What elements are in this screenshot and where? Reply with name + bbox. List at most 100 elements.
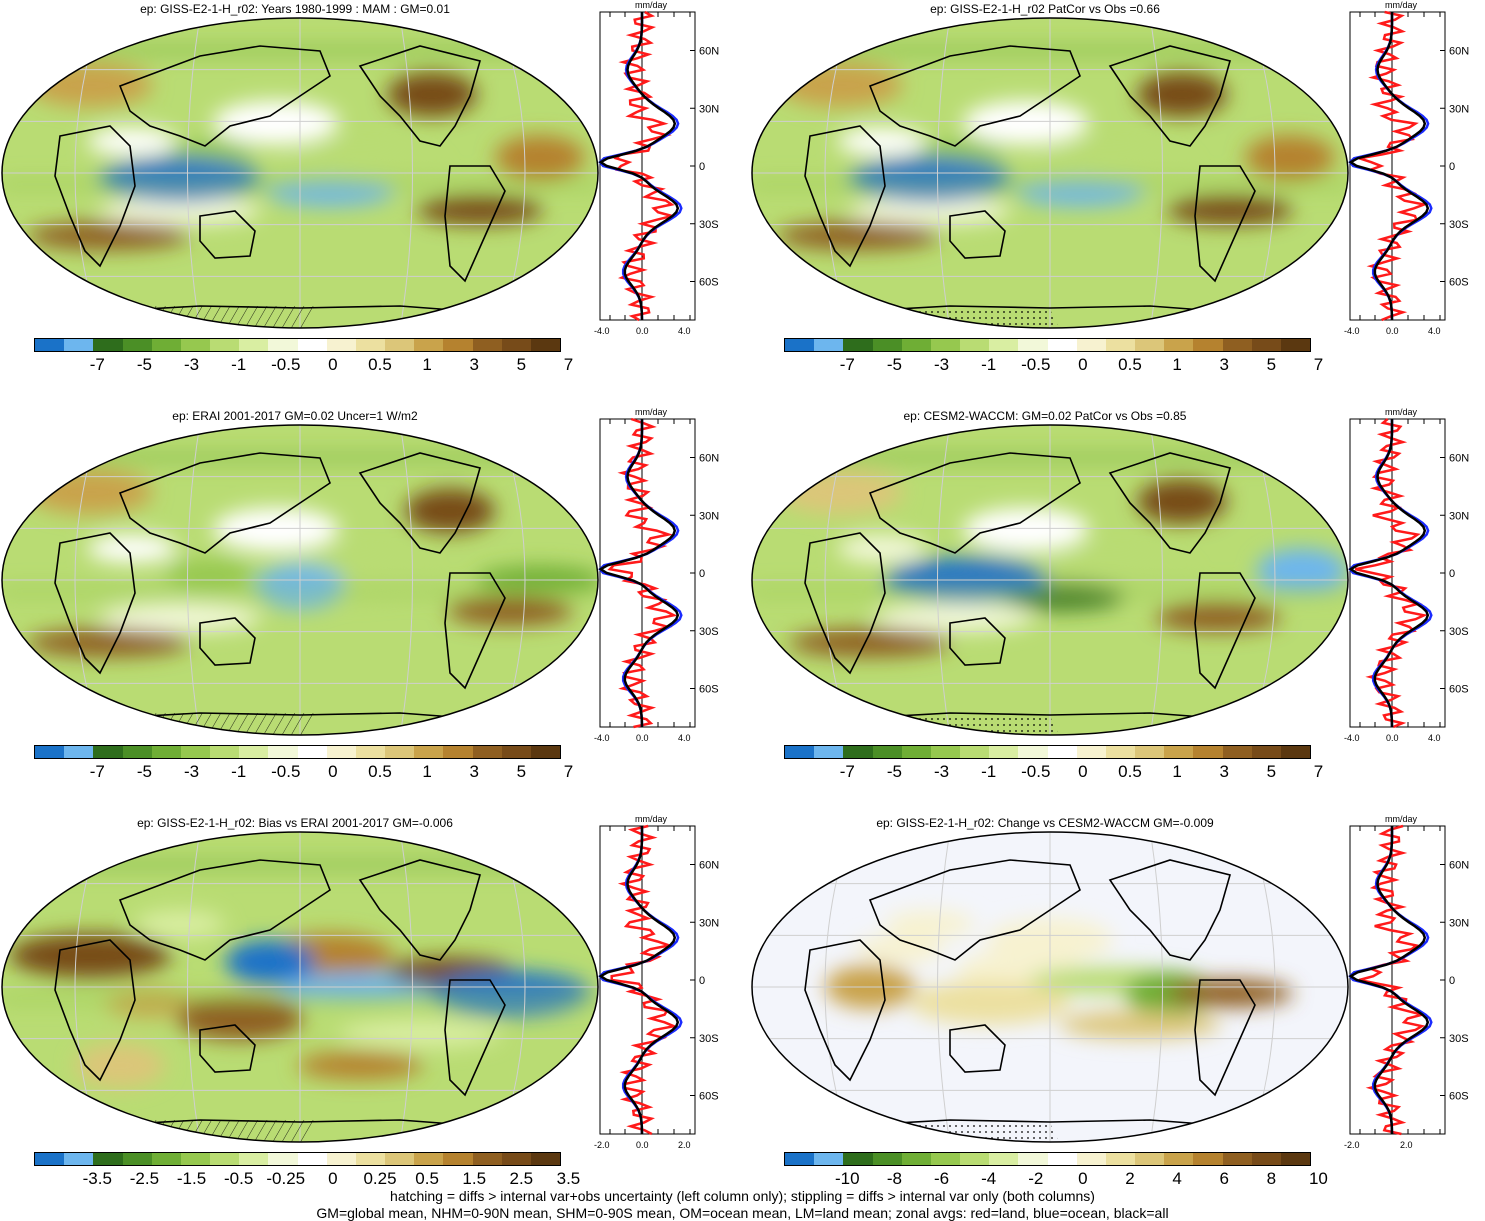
colorbar-swatch	[530, 746, 561, 758]
colorbar-swatch	[180, 746, 211, 758]
colorbar-swatch	[35, 1153, 65, 1165]
colorbar-label: -1	[981, 355, 997, 374]
colorbar-label: 0	[328, 1169, 338, 1188]
colorbar-swatch	[210, 339, 240, 351]
colorbar-swatch	[872, 339, 902, 351]
lat-label: 30N	[699, 510, 719, 522]
colorbar-label: -10	[834, 1169, 860, 1188]
lat-label: 30S	[1449, 1033, 1469, 1045]
colorbar-swatch	[1193, 1153, 1223, 1165]
colorbar-label: -1	[231, 355, 247, 374]
colorbar-swatch	[901, 1153, 931, 1165]
panel-title: ep: GISS-E2-1-H_r02: Bias vs ERAI 2001-2…	[137, 816, 453, 830]
colorbar-label: -5	[136, 762, 152, 781]
zonal-xtick: 0.0	[1386, 326, 1399, 336]
colorbar-swatch	[1280, 746, 1311, 758]
colorbar-swatch	[93, 339, 123, 351]
zonal-xtick: 2.0	[1400, 1140, 1413, 1150]
colorbar-swatch	[64, 746, 94, 758]
colorbar-label: 0.5	[1118, 762, 1142, 781]
lat-label: 60N	[699, 860, 719, 872]
lat-label: 0	[1449, 975, 1455, 987]
zonal-xtick: 0.0	[636, 1140, 649, 1150]
colorbar-label: -5	[886, 762, 902, 781]
panel-title: ep: CESM2-WACCM: GM=0.02 PatCor vs Obs =…	[903, 409, 1187, 423]
lat-label: 0	[699, 568, 705, 580]
colorbar-swatch	[1105, 746, 1136, 758]
colorbar-swatch	[93, 746, 123, 758]
colorbar-label: 0.5	[1118, 355, 1142, 374]
colorbar-swatch	[210, 746, 240, 758]
lat-label: 60N	[699, 46, 719, 58]
zonal-xtick: 4.0	[1428, 733, 1441, 743]
panel-title: ep: ERAI 2001-2017 GM=0.02 Uncer=1 W/m2	[172, 409, 418, 423]
colorbar-swatch	[960, 339, 990, 351]
colorbar-swatch	[530, 339, 561, 351]
lat-label: 60S	[699, 684, 719, 696]
colorbar-swatch	[326, 746, 356, 758]
colorbar-label: 7	[563, 355, 574, 374]
colorbar-label: 0.5	[368, 762, 392, 781]
colorbar-swatch	[501, 1153, 531, 1165]
colorbar-swatch	[472, 746, 502, 758]
colorbar-swatch	[443, 339, 473, 351]
colorbar-swatch	[385, 746, 415, 758]
lat-label: 60S	[1449, 277, 1469, 289]
colorbar-swatch	[210, 1153, 240, 1165]
zonal-xtick: -4.0	[1344, 326, 1360, 336]
map-field	[2, 832, 598, 1142]
colorbar-label: 1	[422, 355, 432, 374]
colorbar-swatch	[35, 339, 65, 351]
colorbar-label: 0	[1078, 762, 1088, 781]
zonal-xtick: -4.0	[594, 326, 610, 336]
colorbar-swatch	[64, 339, 94, 351]
colorbar-swatch	[268, 1153, 298, 1165]
colorbar-label: 3	[1219, 762, 1229, 781]
colorbar-swatch	[414, 339, 444, 351]
panel-3: ep: ERAI 2001-2017 GM=0.02 Uncer=1 W/m2 m…	[0, 407, 742, 814]
zonal-average-plot: mm/day 60N 30N 0 30S 60S -2.0 2.0	[1344, 814, 1469, 1150]
colorbar-swatch	[930, 1153, 961, 1165]
lat-label: 0	[1449, 568, 1455, 580]
colorbar-label: -7	[839, 762, 855, 781]
colorbar-swatch	[785, 1153, 815, 1165]
lat-label: 30N	[1449, 510, 1469, 522]
colorbar-label: 8	[1266, 1169, 1277, 1188]
colorbar-label: 0.5	[368, 355, 392, 374]
world-map	[1, 831, 599, 1143]
colorbar-labels: -10 -8 -6 -4 -2 0 2 4 6 8 10	[784, 1169, 1328, 1189]
colorbar-label: 2	[1125, 1169, 1135, 1188]
colorbar-swatch	[1193, 746, 1223, 758]
colorbar-swatch	[1222, 746, 1252, 758]
colorbar-swatch	[1251, 339, 1281, 351]
colorbar-swatch	[1280, 339, 1311, 351]
lat-label: 60N	[1449, 860, 1469, 872]
colorbar-label: -3.5	[82, 1169, 112, 1188]
colorbar-label: -0.5	[271, 355, 301, 374]
colorbar-label: -3	[183, 355, 200, 374]
lat-label: 30S	[699, 219, 719, 231]
colorbar-label: -4	[981, 1169, 997, 1188]
world-map	[751, 17, 1349, 329]
colorbar-label: -0.5	[223, 1169, 254, 1188]
colorbar-labels: -7 -5 -3 -1 -0.5 0 0.5 1 3 5 7	[784, 762, 1323, 782]
colorbar-swatch	[785, 746, 815, 758]
colorbar-label: -7	[89, 762, 105, 781]
colorbar-label: -7	[89, 355, 105, 374]
lat-label: 30N	[699, 917, 719, 929]
zonal-unit-label: mm/day	[1385, 407, 1418, 417]
panel-6: ep: GISS-E2-1-H_r02: Change vs CESM2-WAC…	[750, 814, 1485, 1221]
panel-5: ep: GISS-E2-1-H_r02: Bias vs ERAI 2001-2…	[0, 814, 742, 1221]
colorbar-swatch	[64, 1153, 94, 1165]
zonal-average-plot: mm/day 60N 30N 0 30S 60S -4.0 0.0 4.0	[1344, 407, 1469, 743]
colorbar-label: 1.5	[462, 1169, 487, 1188]
lat-label: 30N	[699, 103, 719, 115]
lat-label: 30S	[699, 626, 719, 638]
panel-4: ep: CESM2-WACCM: GM=0.02 PatCor vs Obs =…	[750, 407, 1485, 814]
zonal-xtick: 4.0	[678, 326, 691, 336]
colorbar-swatch	[501, 746, 531, 758]
colorbar	[784, 1152, 1311, 1166]
colorbar-swatch	[1076, 1153, 1106, 1165]
colorbar-label: 0	[1078, 355, 1088, 374]
colorbar	[784, 745, 1311, 759]
